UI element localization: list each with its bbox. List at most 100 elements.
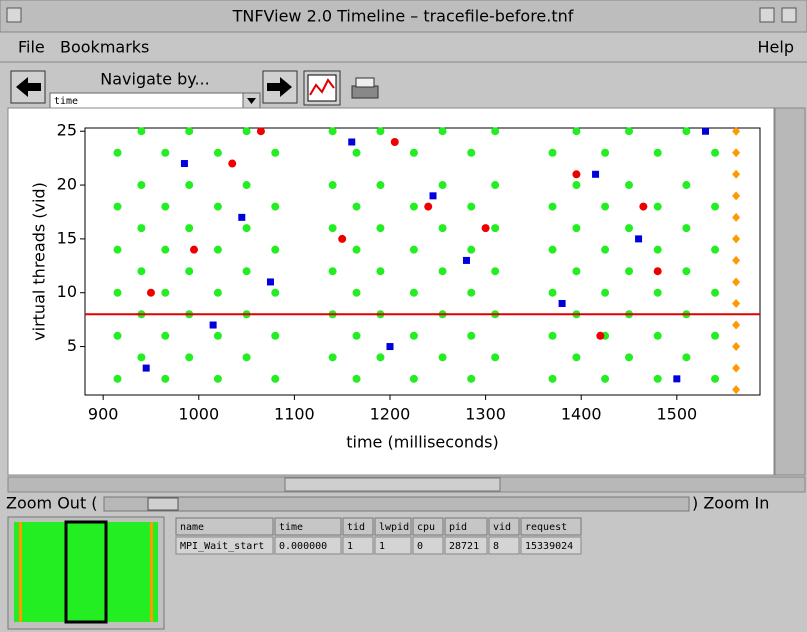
event-point	[328, 224, 337, 233]
data-cell	[175, 536, 274, 555]
event-point	[601, 148, 610, 157]
event-point	[161, 245, 170, 254]
event-point	[352, 331, 361, 340]
event-point	[113, 331, 122, 340]
overview-edge	[19, 522, 22, 622]
event-point	[438, 353, 447, 362]
event-point	[271, 288, 280, 297]
event-point	[572, 127, 581, 136]
event-point	[601, 202, 610, 211]
event-point	[352, 374, 361, 383]
event-point	[732, 169, 741, 179]
chart-panel	[7, 107, 775, 476]
header-cell	[274, 517, 342, 536]
data-cell	[342, 536, 374, 555]
event-point	[682, 127, 691, 136]
event-point	[572, 170, 581, 179]
event-point	[732, 385, 741, 395]
event-point	[625, 267, 634, 276]
event-point	[386, 343, 394, 351]
chart-icon	[307, 74, 337, 102]
event-point	[409, 148, 418, 157]
data-cell	[520, 536, 582, 555]
event-point	[242, 224, 251, 233]
event-point	[711, 374, 720, 383]
back-arrow	[16, 77, 41, 97]
menu-item[interactable]: Help	[758, 38, 794, 57]
combo-arrow-icon	[247, 98, 256, 104]
minimize-button[interactable]	[759, 7, 775, 23]
overview-map	[14, 522, 158, 622]
header-text: vid	[493, 522, 511, 533]
event-point	[137, 127, 146, 136]
x-tick-label: 1500	[656, 405, 697, 424]
event-point	[653, 288, 662, 297]
event-point	[161, 202, 170, 211]
y-tick-label: 20	[57, 175, 77, 194]
event-point	[328, 267, 337, 276]
event-point	[213, 374, 222, 383]
event-point	[161, 374, 170, 383]
menu-item[interactable]: File	[18, 38, 45, 57]
x-tick-label: 900	[88, 405, 119, 424]
navigate-combo[interactable]	[49, 92, 261, 109]
event-point	[732, 234, 741, 244]
event-point	[462, 256, 470, 264]
event-point	[467, 331, 476, 340]
zoom-thumb[interactable]	[147, 497, 179, 511]
menu-item[interactable]: Bookmarks	[60, 38, 149, 57]
header-text: pid	[449, 522, 467, 533]
printer-icon	[351, 85, 379, 99]
event-point	[242, 267, 251, 276]
event-point	[376, 224, 385, 233]
event-point	[732, 277, 741, 287]
x-axis-label: time (milliseconds)	[346, 433, 498, 452]
event-point	[189, 245, 198, 254]
event-point	[625, 353, 634, 362]
zoom-out-label: Zoom Out (	[6, 494, 98, 513]
cell-text: 0.000000	[279, 541, 327, 552]
x-tick-label: 1400	[561, 405, 602, 424]
header-text: lwpid	[379, 522, 409, 533]
event-point	[328, 127, 337, 136]
vertical-scrollbar[interactable]	[774, 107, 806, 476]
event-point	[409, 202, 418, 211]
event-point	[113, 374, 122, 383]
event-point	[635, 235, 643, 243]
event-point	[352, 202, 361, 211]
event-point	[352, 288, 361, 297]
event-point	[548, 202, 557, 211]
event-point	[338, 234, 347, 243]
event-point	[548, 288, 557, 297]
maximize-button[interactable]	[781, 7, 797, 23]
y-tick-label: 10	[57, 282, 77, 301]
window-menu-button[interactable]	[6, 7, 22, 23]
event-point	[209, 321, 217, 329]
header-text: cpu	[417, 522, 435, 533]
event-point	[113, 245, 122, 254]
event-point	[682, 224, 691, 233]
header-text: tid	[347, 522, 365, 533]
event-point	[572, 353, 581, 362]
event-point	[682, 267, 691, 276]
event-point	[271, 148, 280, 157]
header-text: time	[279, 522, 303, 533]
event-point	[601, 288, 610, 297]
event-point	[113, 202, 122, 211]
zoom-slider[interactable]	[103, 496, 690, 512]
event-point	[732, 320, 741, 330]
event-point	[137, 181, 146, 190]
event-point	[572, 224, 581, 233]
event-point	[592, 170, 600, 178]
event-point	[113, 288, 122, 297]
overview-viewport[interactable]	[64, 520, 108, 624]
event-point	[732, 212, 741, 222]
title-bar	[0, 0, 807, 33]
window-title: TNFView 2.0 Timeline – tracefile-before.…	[232, 7, 574, 26]
event-point	[213, 331, 222, 340]
scroll-thumb[interactable]	[284, 477, 501, 492]
event-point	[467, 288, 476, 297]
event-point	[467, 202, 476, 211]
event-point	[390, 137, 399, 146]
